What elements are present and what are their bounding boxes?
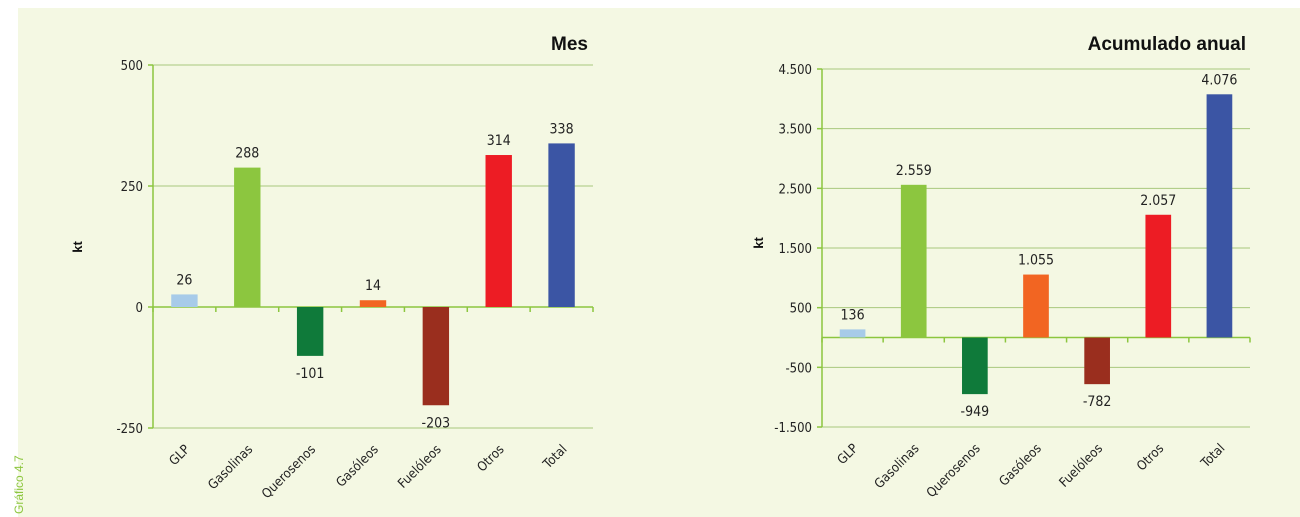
chart-panel xyxy=(18,8,1300,517)
data-label: 288 xyxy=(235,146,259,162)
data-label: 2.559 xyxy=(896,163,932,179)
y-axis-label-2: kt xyxy=(751,237,766,249)
category-label: Querosenos xyxy=(924,441,984,501)
y-tick-label: 500 xyxy=(121,59,143,74)
data-label: 14 xyxy=(365,278,381,294)
category-label: Otros xyxy=(1134,441,1167,474)
category-label: Querosenos xyxy=(259,442,319,502)
bar-glp xyxy=(171,294,198,307)
data-label: -949 xyxy=(961,404,990,420)
category-label: GLP xyxy=(167,442,194,469)
data-label: 2.057 xyxy=(1140,193,1176,209)
bar-gasóleos xyxy=(359,300,387,307)
y-tick-label: 4.500 xyxy=(779,63,812,78)
bar-otros xyxy=(1145,214,1172,338)
bar-querosenos xyxy=(296,307,324,356)
category-label: Fuelóleos xyxy=(1057,441,1106,490)
data-label: 136 xyxy=(841,307,865,323)
data-label: -782 xyxy=(1083,394,1112,410)
data-label: 1.055 xyxy=(1018,253,1054,269)
chart-title-2: Acumulado anual xyxy=(1088,34,1246,55)
data-label: -101 xyxy=(296,366,325,382)
bar-glp xyxy=(839,329,866,338)
category-label: Gasóleos xyxy=(997,441,1045,489)
bar-otros xyxy=(485,155,512,307)
category-label: Total xyxy=(540,442,570,472)
y-tick-label: 2.500 xyxy=(779,182,812,197)
bar-total xyxy=(1206,94,1233,338)
bar-fuelóleos xyxy=(422,307,450,406)
y-tick-label: 250 xyxy=(121,180,143,195)
y-tick-label: -1.500 xyxy=(774,421,812,436)
y-tick-label: 500 xyxy=(790,302,812,317)
y-tick-label: 1.500 xyxy=(779,242,812,257)
bar-gasolinas xyxy=(900,184,927,338)
category-label: Otros xyxy=(475,442,508,475)
y-axis-label-1: kt xyxy=(70,241,85,253)
chart-title-1: Mes xyxy=(551,34,588,55)
y-tick-label: 0 xyxy=(136,301,143,316)
y-tick-label: -250 xyxy=(116,422,143,437)
bar-querosenos xyxy=(962,337,988,395)
category-label: Total xyxy=(1198,441,1228,471)
bar-gasóleos xyxy=(1023,274,1049,338)
bar-fuelóleos xyxy=(1084,337,1110,385)
bar-gasolinas xyxy=(234,167,261,307)
category-label: Gasolinas xyxy=(205,442,256,493)
category-label: Fuelóleos xyxy=(395,442,444,491)
data-label: 4.076 xyxy=(1201,72,1237,88)
category-label: GLP xyxy=(835,441,862,468)
data-label: 338 xyxy=(550,121,574,137)
data-label: 314 xyxy=(487,133,511,149)
y-tick-label: -500 xyxy=(785,361,812,376)
category-label: Gasolinas xyxy=(872,441,923,492)
data-label: 26 xyxy=(176,272,192,288)
y-tick-label: 3.500 xyxy=(779,123,812,138)
data-label: -203 xyxy=(422,415,451,431)
bar-total xyxy=(548,143,575,307)
category-label: Gasóleos xyxy=(334,442,382,490)
